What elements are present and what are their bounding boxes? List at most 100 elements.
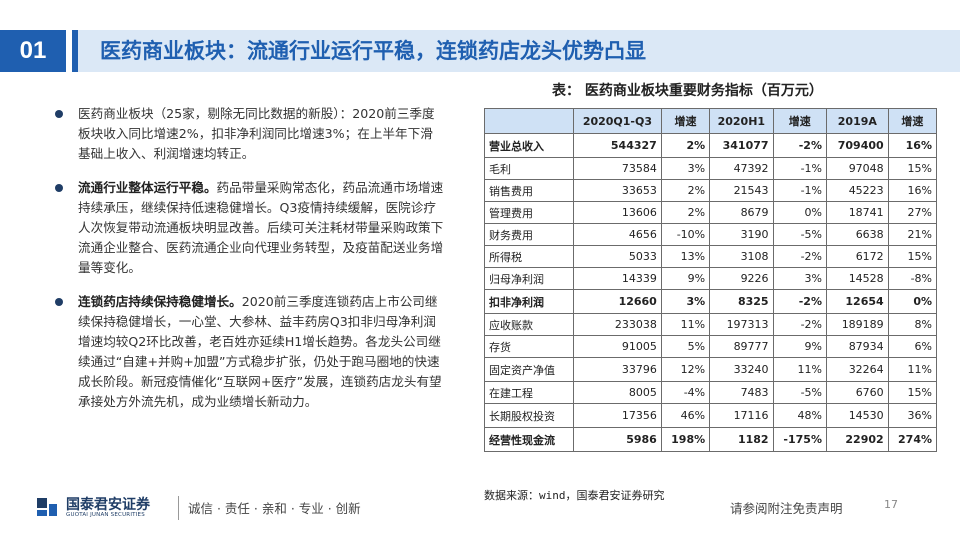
table-cell: 17356 xyxy=(573,403,662,428)
table-cell: 87934 xyxy=(825,335,889,358)
row-label: 经营性现金流 xyxy=(484,427,574,452)
table-cell: -2% xyxy=(772,313,827,336)
table-cell: 2% xyxy=(660,179,711,202)
table-cell: 8% xyxy=(887,313,938,336)
table-cell: 8325 xyxy=(709,289,774,314)
row-label: 销售费用 xyxy=(484,179,574,202)
table-cell: 3190 xyxy=(709,223,774,246)
table-cell: 709400 xyxy=(825,133,889,158)
table-cell: 0% xyxy=(772,201,827,224)
table-cell: 3108 xyxy=(709,245,774,268)
table-cell: 189189 xyxy=(825,313,889,336)
table-header-row: 2020Q1-Q3 增速 2020H1 增速 2019A 增速 xyxy=(484,108,938,134)
table-cell: 8005 xyxy=(573,381,662,404)
table-cell: 46% xyxy=(660,403,711,428)
bullet-dot-icon xyxy=(55,298,63,306)
footer-slogan: 诚信 · 责任 · 亲和 · 专业 · 创新 xyxy=(188,501,361,516)
row-label: 毛利 xyxy=(484,157,574,180)
table-cell: -8% xyxy=(887,267,938,290)
table-cell: 12660 xyxy=(573,289,662,314)
bullet-dot-icon xyxy=(55,110,63,118)
table-cell: 0% xyxy=(887,289,938,314)
table-row: 所得税 5033 13% 3108 -2% 6172 15% xyxy=(484,245,938,268)
table-cell: 48% xyxy=(772,403,827,428)
row-label: 存货 xyxy=(484,335,574,358)
bullet-bold: 流通行业整体运行平稳。 xyxy=(78,180,217,195)
table-row: 管理费用 13606 2% 8679 0% 18741 27% xyxy=(484,201,938,224)
table-row: 财务费用 4656 -10% 3190 -5% 6638 21% xyxy=(484,223,938,246)
table-cell: 3% xyxy=(660,157,711,180)
table-cell: 544327 xyxy=(573,133,662,158)
table-cell: 45223 xyxy=(825,179,889,202)
bullet-text: 药品带量采购常态化，药品流通市场增速持续承压，继续保持低速稳健增长。Q3疫情持续… xyxy=(78,180,444,275)
page-title: 医药商业板块：流通行业运行平稳，连锁药店龙头优势凸显 xyxy=(100,39,646,63)
table-cell: 6172 xyxy=(825,245,889,268)
table-cell: -175% xyxy=(772,427,827,452)
bullet-text: 2020前三季度连锁药店上市公司继续保持稳健增长，一心堂、大参林、益丰药房Q3扣… xyxy=(78,294,442,409)
table-cell: 6% xyxy=(887,335,938,358)
table-cell: 14528 xyxy=(825,267,889,290)
header-cell: 2020H1 xyxy=(709,108,774,134)
table-cell: 47392 xyxy=(709,157,774,180)
header-cell: 增速 xyxy=(772,108,827,134)
table-title: 表： 医药商业板块重要财务指标（百万元） xyxy=(552,83,823,99)
table-cell: 97048 xyxy=(825,157,889,180)
bullet-item: 连锁药店持续保持稳健增长。2020前三季度连锁药店上市公司继续保持稳健增长，一心… xyxy=(52,292,444,412)
bullet-dot-icon xyxy=(55,184,63,192)
table-cell: 12654 xyxy=(825,289,889,314)
table-cell: 6760 xyxy=(825,381,889,404)
table-cell: 5033 xyxy=(573,245,662,268)
header-cell: 2019A xyxy=(825,108,889,134)
table-cell: 9% xyxy=(660,267,711,290)
row-label: 固定资产净值 xyxy=(484,357,574,382)
table-cell: 3% xyxy=(772,267,827,290)
table-cell: -1% xyxy=(772,157,827,180)
table-cell: -10% xyxy=(660,223,711,246)
logo-text-en: GUOTAI JUNAN SECURITIES xyxy=(66,512,145,518)
table-cell: -4% xyxy=(660,381,711,404)
table-cell: -1% xyxy=(772,179,827,202)
table-cell: 33240 xyxy=(709,357,774,382)
section-number: 01 xyxy=(0,30,66,72)
table-cell: 21543 xyxy=(709,179,774,202)
row-label: 归母净利润 xyxy=(484,267,574,290)
table-cell: 36% xyxy=(887,403,938,428)
bullet-item: 医药商业板块（25家，剔除无同比数据的新股）：2020前三季度板块收入同比增速2… xyxy=(52,104,444,164)
table-cell: 3% xyxy=(660,289,711,314)
table-cell: 33796 xyxy=(573,357,662,382)
logo-text-cn: 国泰君安证券 xyxy=(66,497,150,513)
table-row: 毛利 73584 3% 47392 -1% 97048 15% xyxy=(484,157,938,180)
row-label: 长期股权投资 xyxy=(484,403,574,428)
bullet-bold: 连锁药店持续保持稳健增长。 xyxy=(78,294,242,309)
title-bar xyxy=(72,30,960,72)
slide-header: 01 医药商业板块：流通行业运行平稳，连锁药店龙头优势凸显 xyxy=(0,0,960,92)
table-cell: 15% xyxy=(887,245,938,268)
financial-table: 2020Q1-Q3 增速 2020H1 增速 2019A 增速 营业总收入 544… xyxy=(484,108,938,452)
bullet-text: 医药商业板块（25家，剔除无同比数据的新股）：2020前三季度板块收入同比增速2… xyxy=(78,106,435,161)
table-cell: 89777 xyxy=(709,335,774,358)
table-row: 扣非净利润 12660 3% 8325 -2% 12654 0% xyxy=(484,289,938,314)
table-row: 长期股权投资 17356 46% 17116 48% 14530 36% xyxy=(484,403,938,428)
table-cell: 4656 xyxy=(573,223,662,246)
table-row: 应收账款 233038 11% 197313 -2% 189189 8% xyxy=(484,313,938,336)
row-label: 营业总收入 xyxy=(484,133,574,158)
table-cell: 5% xyxy=(660,335,711,358)
table-cell: 14339 xyxy=(573,267,662,290)
table-cell: 73584 xyxy=(573,157,662,180)
table-cell: 15% xyxy=(887,157,938,180)
table-cell: 11% xyxy=(660,313,711,336)
bullet-item: 流通行业整体运行平稳。药品带量采购常态化，药品流通市场增速持续承压，继续保持低速… xyxy=(52,178,444,278)
table-cell: 12% xyxy=(660,357,711,382)
table-cell: -2% xyxy=(772,245,827,268)
table-cell: 11% xyxy=(887,357,938,382)
table-cell: 14530 xyxy=(825,403,889,428)
footer-disclaimer[interactable]: 请参阅附注免责声明 xyxy=(730,501,843,516)
table-cell: 11% xyxy=(772,357,827,382)
table-row: 存货 91005 5% 89777 9% 87934 6% xyxy=(484,335,938,358)
header-cell: 增速 xyxy=(660,108,711,134)
table-cell: 198% xyxy=(660,427,711,452)
table-cell: 9% xyxy=(772,335,827,358)
table-cell: 2% xyxy=(660,133,711,158)
table-cell: 2% xyxy=(660,201,711,224)
footer-divider xyxy=(178,496,179,520)
